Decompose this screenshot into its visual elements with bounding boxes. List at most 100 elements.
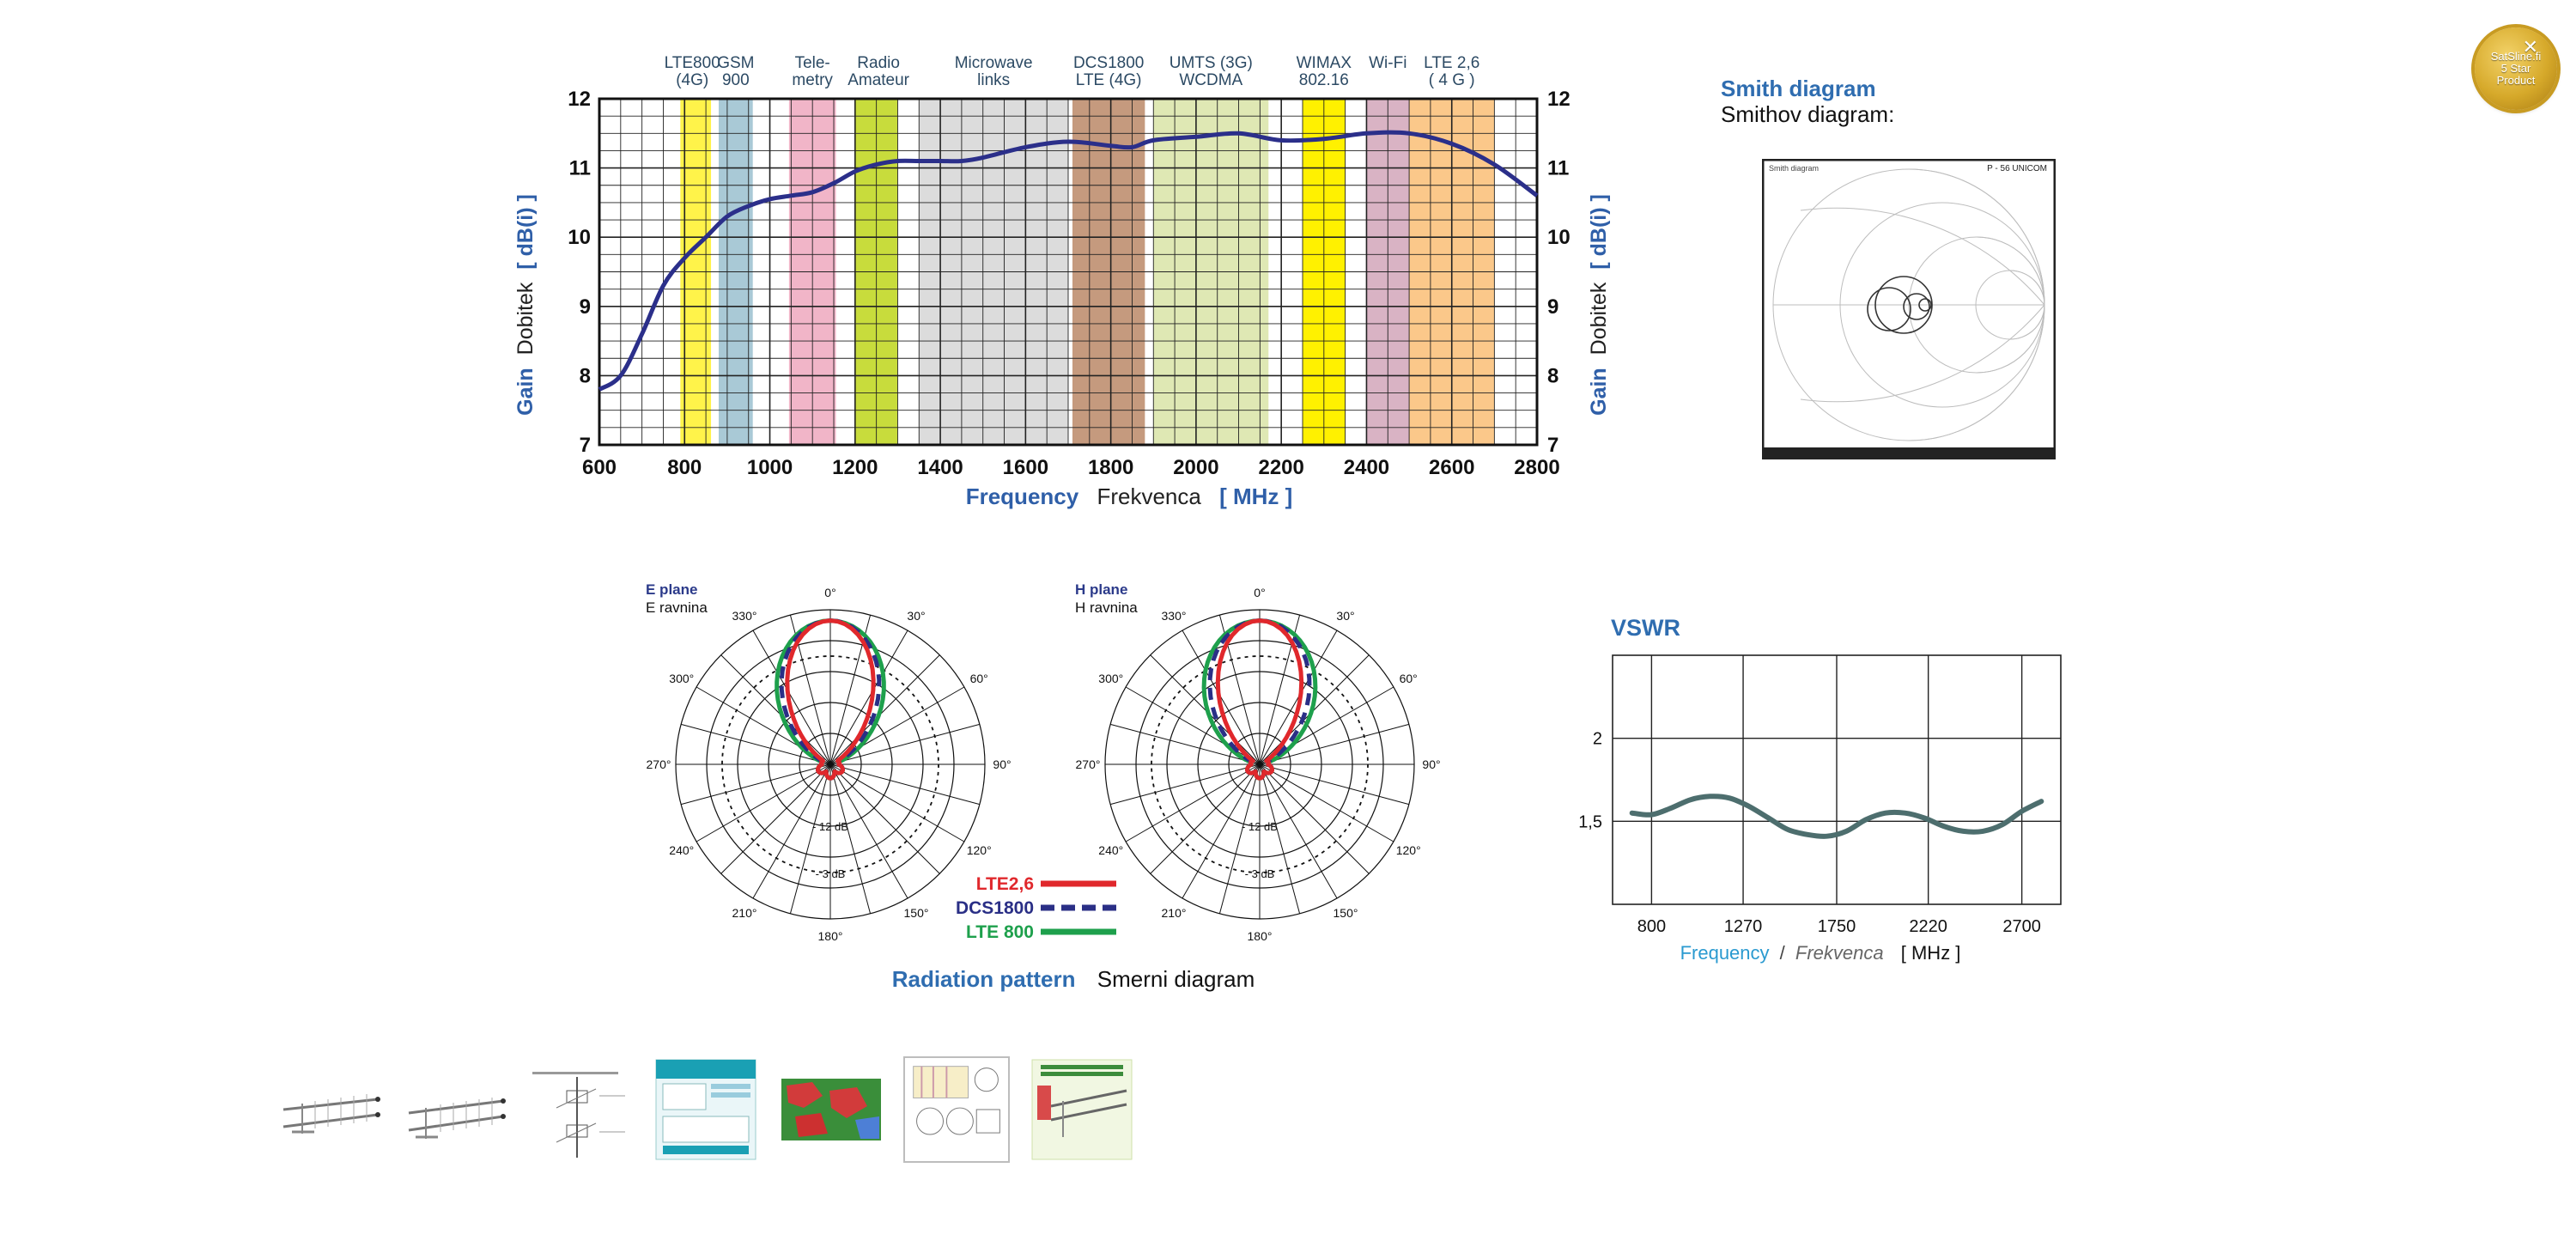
vswr-x-tick-label: 1270 [1724,917,1762,936]
band-label-9: LTE 2,6( 4 G ) [1424,54,1479,89]
gain-left-axis-label: Gain Dobitek [ dB(i) ] [513,194,538,416]
band-label-3: Radio Amateur [848,54,909,89]
polar-spoke [1125,686,1261,765]
badge-line-3: Product [2496,74,2536,87]
polar-spoke [1259,763,1338,899]
polar-angle-label: 90° [1422,757,1440,771]
polar-angle-label: 210° [1162,906,1187,920]
right-axis-dobitek: Dobitek [1587,282,1611,355]
h-plane-subtitle: H ravnina [1075,599,1138,616]
left-axis-unit: [ dB(i) ] [513,194,538,269]
polar-spoke [752,763,831,899]
band-label-8: Wi-Fi [1369,54,1406,72]
close-icon[interactable]: ✕ [2522,36,2538,58]
polar-angle-label: 210° [732,906,757,920]
vswr-x-label-frequency: Frequency [1680,942,1770,964]
polar-angle-label: 330° [732,609,757,623]
legend-label-1: DCS1800 [956,898,1034,918]
gain-y-tick-label-right: 7 [1547,434,1558,457]
smith-trace [1867,276,1933,334]
polar-spoke [681,723,831,765]
e-plane-label: E plane E ravnina [646,581,708,616]
polar-spoke [829,763,940,874]
gain-y-tick-label-right: 11 [1547,157,1569,180]
polar-spoke [789,763,831,914]
svg-text:Gain Dobitek [ dB(: Gain Dobitek [ dB(i) ] [513,194,538,416]
polar-spoke [752,630,831,765]
gain-x-tick-label: 1200 [832,456,878,479]
gain-y-tick-label-right: 9 [1547,295,1558,319]
polar-angle-label: 0° [824,586,835,599]
polar-spoke [829,763,908,899]
thumbnail-product-flyer[interactable] [1029,1056,1135,1163]
gain-x-tick-label: 1800 [1088,456,1133,479]
thumbnail-antenna-2[interactable] [402,1056,508,1163]
svg-text:Frequency Frekvenca: Frequency Frekvenca [ MHz ] [966,484,1293,509]
band-label-4: Microwave links [955,54,1033,89]
right-axis-gain: Gain [1587,368,1611,416]
polar-angle-label: 150° [1334,906,1358,920]
polar-angle-label: 30° [1336,609,1354,623]
gain-y-tick-label-right: 10 [1547,226,1571,249]
polar-spoke [829,723,980,765]
thumbnail-datasheet[interactable] [653,1056,759,1163]
right-axis-unit: [ dB(i) ] [1587,194,1611,269]
coverage-map-icon [781,1079,881,1140]
polar-angle-label: 300° [1098,672,1123,685]
vswr-series-line [1629,794,2044,839]
polar-spoke [1150,654,1261,765]
polar-spoke [1125,763,1261,842]
smith-inner-title: Smith diagram [1769,164,1819,173]
gain-x-tick-label: 2400 [1344,456,1389,479]
thumbnail-mounting-diagram[interactable] [527,1056,634,1163]
band-label-2: Tele-metry [792,54,833,89]
e-plane-subtitle: E ravnina [646,599,708,616]
polar-e-series-0 [785,618,876,781]
polar-spoke [720,654,831,765]
h-plane-title: H plane [1075,581,1127,598]
polar-angle-label: 120° [1396,843,1421,857]
gain-x-tick-label: 2000 [1173,456,1218,479]
polar-angle-label: 180° [818,929,843,943]
polar-h-series-0 [1215,618,1304,781]
polar-spoke [1259,763,1301,914]
thumbnail-antenna-1[interactable] [276,1056,383,1163]
thumbnail-coverage-map[interactable] [778,1056,884,1163]
svg-text:Frequency / Frekve: Frequency / Frekvenca [ MHz ] [1680,942,1961,964]
smith-diagram-image: Smith diagram P - 56 UNICOM [1762,159,2056,459]
thumbnail-diagram-sheet[interactable] [903,1056,1010,1163]
badge-line-2: 5 Star [2500,62,2531,75]
gain-y-tick-label: 12 [568,88,591,111]
datasheet-icon [655,1059,756,1160]
gain-y-tick-label: 10 [568,226,591,249]
polar-angle-label: 90° [993,757,1011,771]
band-label-6: UMTS (3G) WCDMA [1170,54,1253,89]
smith-title: Smith diagram [1721,76,1876,101]
polar-spoke [1259,723,1409,765]
vswr-x-axis-label: Frequency / Frekvenca [ MHz ] [1680,942,1961,964]
antenna-2-icon [408,1098,506,1139]
polar-spoke [1110,763,1261,806]
vswr-x-tick-label: 800 [1637,917,1666,936]
polar-spoke [829,763,965,842]
band-label-5: DCS1800 LTE (4G) [1073,54,1144,89]
polar-angle-label: 300° [669,672,694,685]
vswr-y-tick-label: 2 [1593,730,1602,749]
caption-smerni-diagram: Smerni diagram [1097,966,1255,992]
polar-angle-label: 180° [1248,929,1273,943]
antenna-1-icon [283,1094,380,1134]
polar-h-series-1 [1207,618,1312,781]
svg-text:Gain Dobitek [ dB(: Gain Dobitek [ dB(i) ] [1587,194,1611,416]
polar-angle-label: 240° [1098,843,1123,857]
polar-db-label-3: - 3 dB [816,867,846,880]
gain-y-tick-label-right: 8 [1547,364,1558,387]
polar-spoke [696,763,831,842]
x-label-unit: [ MHz ] [1219,484,1292,509]
badge-line-1: SatSline.fi [2490,50,2542,63]
polar-spoke [1218,763,1261,914]
gain-x-tick-label: 2200 [1258,456,1303,479]
x-label-frekvenca: Frekvenca [1097,484,1201,509]
gain-x-tick-label: 1000 [747,456,793,479]
polar-spoke [1259,763,1409,806]
gain-y-tick-label: 7 [580,434,591,457]
